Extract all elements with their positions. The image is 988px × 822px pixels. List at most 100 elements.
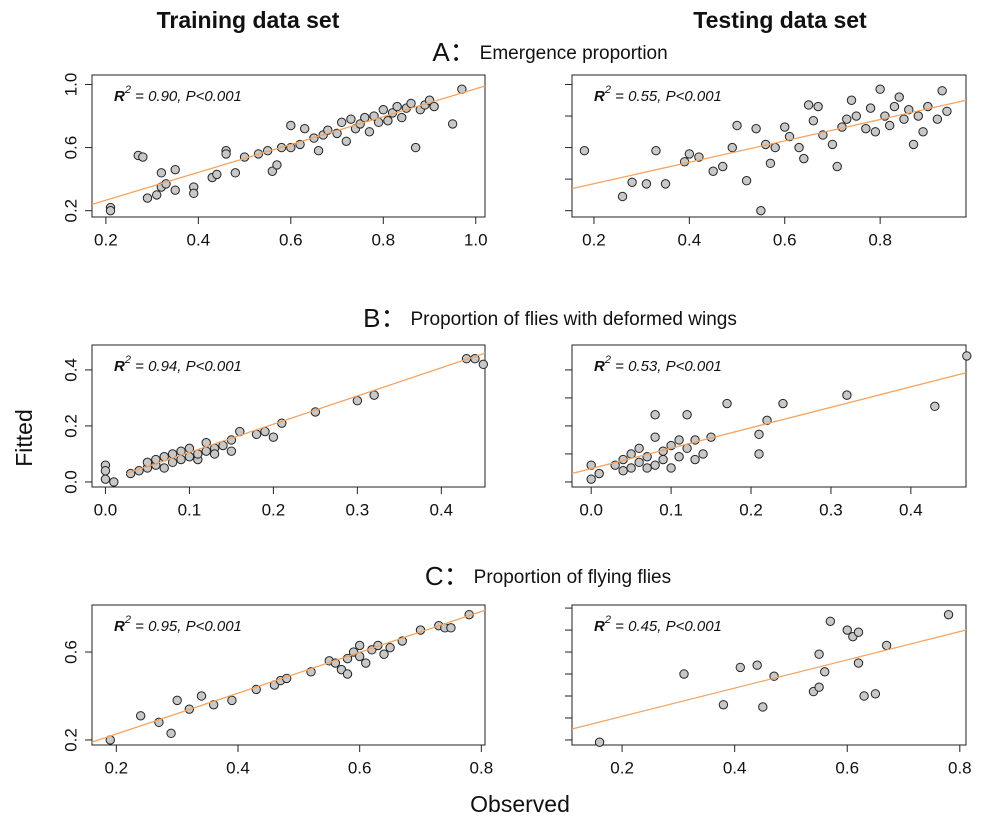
data-point (341, 136, 351, 146)
x-tick-label: 0.6 (348, 758, 372, 777)
fit-line (91, 85, 486, 206)
data-point (658, 454, 668, 465)
annotation: R2 = 0.94, P<0.001 (114, 354, 242, 375)
data-point (853, 627, 864, 637)
data-point (313, 146, 324, 156)
data-point (684, 149, 695, 159)
data-point (385, 642, 395, 653)
data-point (754, 449, 764, 459)
x-tick-label: 0.2 (582, 230, 606, 249)
data-point (170, 164, 180, 175)
panel-title: A： Emergence proportion (432, 37, 667, 67)
data-point (156, 168, 167, 178)
data-point (138, 152, 148, 162)
x-tick-label: 0.0 (94, 500, 118, 519)
data-point (889, 101, 900, 112)
x-tick-label: 0.3 (346, 500, 370, 519)
x-tick-label: 0.8 (470, 758, 494, 777)
data-point (908, 139, 919, 150)
annotation-symbol: R (594, 358, 605, 375)
data-point (352, 396, 363, 406)
data-point (196, 691, 207, 701)
data-point (708, 166, 718, 176)
fit-line (571, 629, 967, 730)
data-point (267, 166, 278, 176)
annotation-symbol: R (114, 618, 125, 635)
data-point (586, 474, 596, 484)
data-point (660, 179, 671, 189)
data-point (369, 111, 379, 121)
data-point (765, 158, 776, 169)
data-point (727, 142, 737, 153)
x-tick-label: 0.6 (773, 230, 797, 249)
data-point (814, 649, 824, 659)
data-point (342, 669, 353, 679)
data-point (918, 127, 928, 137)
data-point (447, 119, 458, 129)
x-tick-label: 0.6 (279, 230, 303, 249)
data-point (846, 95, 857, 105)
y-tick-label: 0.6 (61, 136, 80, 160)
annotation-text: = 0.90, P<0.001 (131, 88, 242, 105)
data-point (354, 640, 365, 651)
data-point (870, 127, 881, 137)
data-point (286, 120, 296, 131)
panel-title: C： Proportion of flying flies (425, 561, 671, 591)
y-tick-label: 1.0 (61, 73, 80, 97)
data-point (650, 432, 660, 442)
x-tick-label: 0.4 (187, 230, 211, 249)
data-point (679, 157, 690, 167)
data-point (735, 662, 745, 673)
data-point (626, 463, 636, 473)
annotation-text: = 0.45, P<0.001 (611, 618, 722, 635)
x-tick-label: 0.8 (868, 230, 892, 249)
x-tick-label: 0.0 (579, 500, 603, 519)
data-point (650, 410, 660, 420)
annotation: R2 = 0.55, P<0.001 (594, 84, 722, 105)
x-tick-label: 0.4 (899, 500, 923, 519)
panel-title-text: Proportion of flying flies (474, 567, 672, 588)
y-tick-label: 0.2 (61, 414, 80, 438)
data-point (166, 728, 176, 739)
data-point (634, 443, 644, 454)
panel-title-text: Emergence proportion (480, 43, 668, 64)
data-point (135, 711, 146, 721)
data-point (227, 695, 237, 706)
data-point (870, 689, 881, 699)
data-point (842, 390, 852, 400)
panel-letter: B： (363, 303, 406, 333)
data-point (594, 468, 604, 479)
data-point (594, 737, 605, 747)
data-point (446, 623, 456, 633)
data-point (142, 193, 153, 203)
data-point (221, 149, 231, 159)
data-point (865, 103, 876, 113)
x-tick-label: 0.2 (94, 230, 118, 249)
data-point (410, 142, 421, 153)
annotation-text: = 0.95, P<0.001 (131, 618, 242, 635)
x-tick-label: 0.2 (262, 500, 286, 519)
data-point (756, 205, 766, 216)
data-point (105, 205, 116, 216)
annotation-text: = 0.53, P<0.001 (611, 358, 722, 375)
y-tick-label: 0.2 (61, 728, 80, 752)
data-point (875, 84, 885, 94)
data-point (780, 122, 790, 132)
plot-frame (91, 604, 486, 746)
y-tick-label: 0.2 (61, 199, 80, 223)
data-point (346, 114, 356, 124)
x-tick-label: 0.2 (739, 500, 763, 519)
data-point (378, 105, 388, 115)
data-point (751, 123, 761, 134)
data-point (930, 401, 940, 412)
data-point (360, 112, 370, 123)
data-point (690, 454, 700, 465)
data-point (170, 185, 180, 195)
annotation: R2 = 0.53, P<0.001 (594, 354, 722, 375)
data-point (159, 463, 169, 473)
data-point (364, 127, 375, 137)
data-point (586, 460, 596, 470)
fit-line (571, 372, 967, 475)
data-point (784, 131, 795, 142)
